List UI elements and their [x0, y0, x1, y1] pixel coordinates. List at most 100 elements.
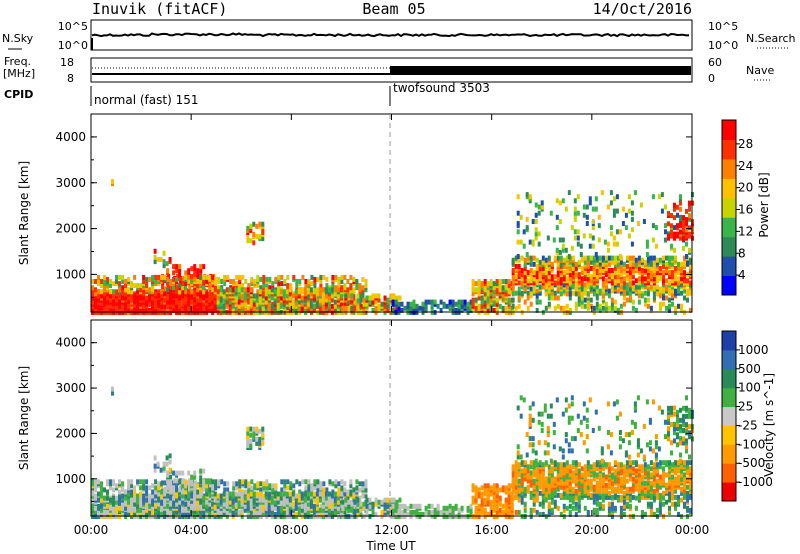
range-gate-cell [591, 206, 595, 212]
range-gate-cell [445, 303, 449, 309]
range-gate-cell [190, 299, 194, 305]
range-gate-cell [398, 503, 402, 509]
range-gate-cell [139, 499, 143, 505]
range-gate-cell [439, 299, 443, 305]
range-gate-cell [471, 291, 475, 297]
range-gate-cell [247, 481, 251, 487]
range-gate-cell [592, 291, 596, 297]
range-gate-cell [306, 491, 310, 497]
range-gate-cell [409, 301, 413, 307]
range-gate-cell [688, 231, 691, 237]
range-gate-cell [686, 288, 689, 294]
range-gate-cell [365, 507, 369, 513]
range-gate-cell [279, 303, 283, 309]
range-gate-cell [97, 491, 100, 497]
range-gate-cell [94, 287, 97, 293]
range-gate-cell [592, 263, 596, 269]
range-gate-cell [300, 503, 304, 509]
range-gate-cell [91, 499, 94, 505]
range-gate-cell [561, 237, 565, 243]
range-gate-cell [151, 493, 155, 499]
range-gate-cell [209, 282, 213, 288]
range-gate-cell [392, 497, 396, 503]
range-gate-cell [190, 289, 194, 295]
range-gate-cell [655, 278, 659, 284]
range-gate-cell [671, 293, 674, 299]
range-gate-cell [121, 285, 125, 291]
range-gate-cell [118, 274, 121, 280]
range-gate-cell [622, 291, 626, 297]
range-gate-cell [261, 236, 265, 242]
range-gate-cell [139, 491, 143, 497]
range-gate-cell [200, 484, 204, 490]
range-gate-cell [356, 501, 360, 507]
range-gate-cell [646, 268, 650, 273]
range-gate-cell [622, 280, 626, 286]
range-gate-cell [544, 261, 548, 267]
range-gate-cell [688, 247, 691, 253]
range-gate-cell [640, 282, 644, 288]
range-gate-cell [604, 301, 608, 307]
range-gate-cell [397, 509, 401, 515]
range-gate-cell [265, 485, 269, 491]
range-gate-cell [196, 291, 200, 297]
range-gate-cell [279, 511, 283, 517]
range-gate-cell [184, 270, 188, 276]
range-gate-cell [175, 485, 179, 491]
range-gate-cell [268, 285, 272, 291]
range-gate-cell [677, 270, 680, 276]
range-gate-cell [344, 293, 348, 299]
range-gate-cell [680, 307, 683, 313]
range-gate-cell [154, 479, 158, 485]
range-gate-cell [535, 297, 539, 303]
range-gate-cell [409, 305, 413, 311]
range-gate-cell [616, 307, 620, 313]
range-gate-cell [205, 274, 209, 280]
range-gate-cell [474, 497, 478, 503]
range-gate-cell [637, 280, 641, 286]
range-gate-cell [525, 252, 529, 257]
range-gate-cell [279, 505, 283, 511]
range-gate-cell [427, 299, 431, 305]
range-gate-cell [199, 305, 203, 311]
range-gate-cell [333, 511, 337, 517]
range-gate-cell [298, 489, 302, 495]
range-gate-cell [259, 276, 263, 282]
range-gate-cell [97, 281, 100, 287]
range-gate-cell [344, 505, 348, 511]
range-gate-cell [595, 295, 599, 301]
range-gate-cell [178, 303, 182, 309]
range-gate-cell [595, 274, 599, 280]
range-gate-cell [333, 491, 337, 497]
range-gate-cell [136, 283, 140, 289]
range-gate-cell [571, 290, 575, 296]
range-gate-cell [343, 491, 347, 497]
range-gate-cell [223, 274, 227, 280]
range-gate-cell [223, 487, 227, 493]
range-gate-cell [652, 263, 656, 269]
range-gate-cell [291, 303, 295, 309]
range-gate-cell [642, 219, 646, 224]
range-gate-cell [298, 481, 302, 487]
range-gate-cell [322, 481, 326, 487]
range-gate-cell [94, 493, 97, 499]
range-gate-cell [286, 479, 290, 485]
range-gate-cell [486, 511, 490, 517]
range-gate-cell [352, 295, 356, 301]
range-gate-cell [391, 307, 395, 313]
range-gate-cell [586, 284, 590, 290]
range-gate-cell [658, 293, 662, 299]
range-gate-cell [603, 239, 607, 245]
nsearch-label: N.Search [746, 32, 796, 45]
range-gate-cell [112, 479, 115, 485]
range-gate-cell [271, 487, 275, 493]
range-gate-cell [100, 481, 103, 487]
range-gate-cell [175, 501, 179, 507]
range-gate-cell [421, 511, 425, 517]
range-gate-cell [151, 497, 155, 503]
range-gate-cell [106, 295, 109, 301]
range-gate-cell [330, 303, 334, 309]
range-gate-cell [683, 288, 686, 294]
range-gate-cell [112, 289, 115, 295]
range-gate-cell [312, 303, 316, 309]
